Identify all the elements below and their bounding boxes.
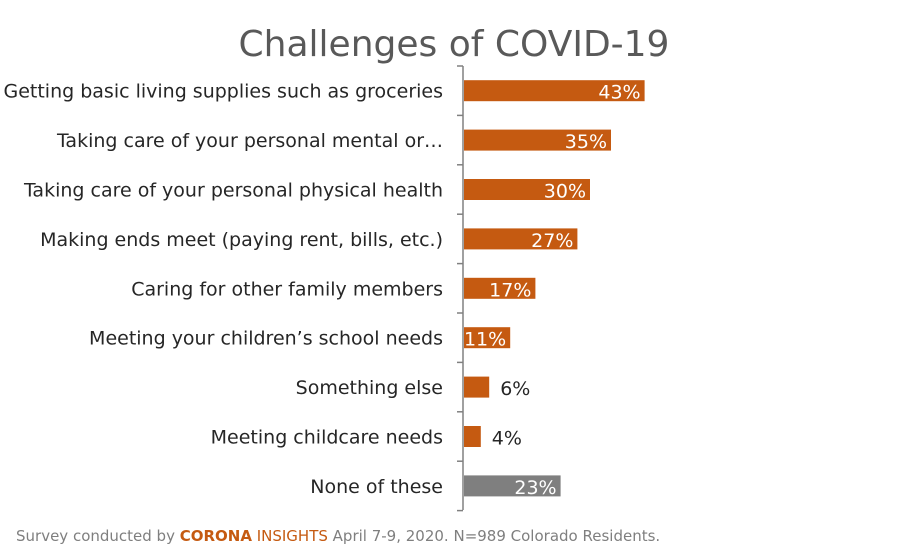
bar xyxy=(464,376,490,398)
category-label: Meeting your children’s school needs xyxy=(89,328,443,350)
y-axis-ticks xyxy=(457,65,463,512)
footer-note: Survey conducted by CORONA INSIGHTS Apri… xyxy=(16,527,660,545)
footer-suffix: April 7-9, 2020. N=989 Colorado Resident… xyxy=(328,527,660,545)
bar-value-label: 11% xyxy=(464,329,506,351)
category-label: None of these xyxy=(310,476,443,498)
category-label: Something else xyxy=(296,377,443,399)
bar-value-label: 35% xyxy=(565,131,607,153)
bar-value-label: 30% xyxy=(544,181,586,203)
bar-value-label: 17% xyxy=(489,279,531,301)
bars-group: Getting basic living supplies such as gr… xyxy=(3,80,645,499)
bar xyxy=(464,80,645,102)
bar xyxy=(464,426,481,447)
bar-value-label: 4% xyxy=(492,428,522,450)
category-label: Taking care of your personal mental or… xyxy=(56,130,443,152)
category-label: Making ends meet (paying rent, bills, et… xyxy=(40,229,443,251)
bar xyxy=(464,179,590,200)
category-label: Getting basic living supplies such as gr… xyxy=(3,81,443,103)
category-label: Caring for other family members xyxy=(131,278,443,300)
category-label: Taking care of your personal physical he… xyxy=(23,180,443,202)
bar-value-label: 6% xyxy=(500,378,530,400)
bar xyxy=(464,129,611,151)
category-label: Meeting childcare needs xyxy=(211,427,443,449)
chart-title: Challenges of COVID-19 xyxy=(239,24,670,65)
bar xyxy=(464,475,561,497)
bar-value-label: 43% xyxy=(598,82,640,104)
footer-brand-light: INSIGHTS xyxy=(252,527,328,545)
footer-prefix: Survey conducted by xyxy=(16,527,180,545)
bar-value-label: 23% xyxy=(514,477,556,499)
bar xyxy=(464,228,578,250)
footer-brand-bold: CORONA xyxy=(180,527,253,545)
bar xyxy=(464,277,536,299)
bar-value-label: 27% xyxy=(531,230,573,252)
bar xyxy=(464,327,511,349)
